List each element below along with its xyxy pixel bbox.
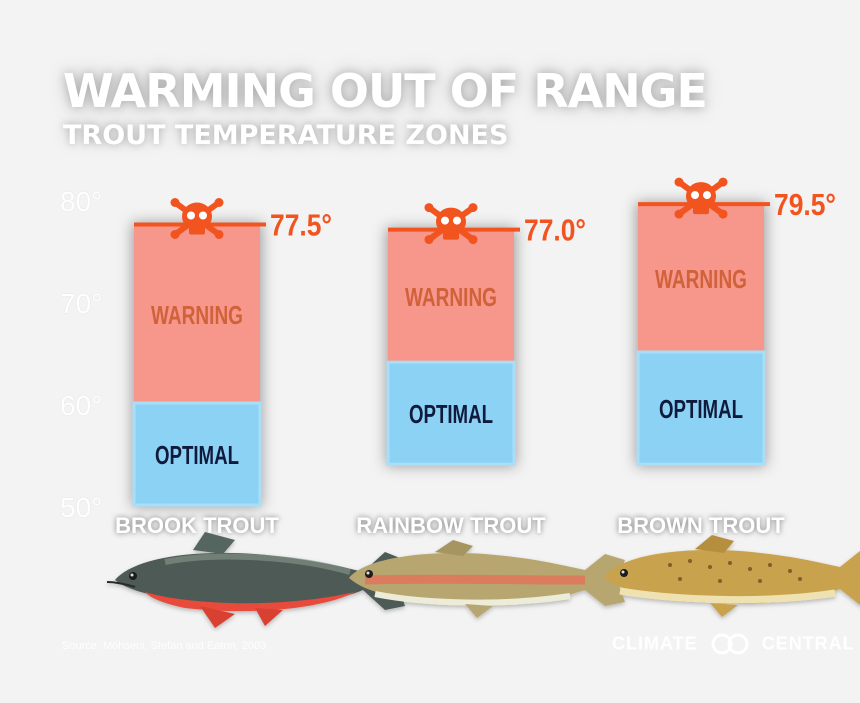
logo-word-left: CLIMATE (612, 633, 698, 654)
skull-jaw (189, 226, 205, 235)
y-tick-label: 50° (60, 492, 102, 523)
rainbow-trout-illustration (349, 540, 625, 618)
optimal-bar (636, 350, 766, 466)
bone-end (718, 209, 728, 219)
lethal-value-label: 77.5° (270, 208, 332, 243)
optimal-bar (132, 401, 262, 507)
bone-end (674, 209, 684, 219)
warning-label: WARNING (151, 300, 243, 330)
warning-bar (388, 229, 514, 363)
logo-word-right: CENTRAL (761, 633, 855, 654)
skull (182, 202, 212, 231)
warning-bar (638, 204, 764, 352)
bone-end (468, 203, 478, 213)
species-name: BROWN TROUT (617, 513, 785, 538)
brown-trout-illustration (604, 535, 860, 617)
species-name: BROOK TROUT (115, 513, 279, 538)
chart-title: WARMING OUT OF RANGE (63, 64, 708, 118)
trout-column: WARNING OPTIMAL 77.0° RAINBOW TROUT (356, 203, 586, 538)
bone-end (424, 203, 434, 213)
warning-label: WARNING (655, 264, 747, 294)
species-name: RAINBOW TROUT (356, 513, 546, 538)
skull-eye (453, 216, 461, 225)
skull-crossbones-icon (424, 203, 478, 245)
skull (436, 207, 466, 236)
brook-trout-illustration (106, 532, 405, 628)
skull-jaw (693, 206, 709, 215)
optimal-label: OPTIMAL (155, 440, 239, 470)
y-tick-label: 80° (60, 186, 102, 217)
bone-end (214, 230, 224, 239)
climate-central-mark-icon (711, 633, 749, 655)
skull (686, 182, 716, 211)
bone-end (424, 235, 434, 245)
skull-jaw (443, 231, 459, 240)
lethal-value-label: 79.5° (774, 187, 836, 222)
bone-end (170, 230, 180, 239)
chart-subtitle: TROUT TEMPERATURE ZONES (63, 120, 509, 151)
source-note: Source: Mohseni, Stefan and Eaton, 2003 (62, 640, 267, 652)
bone-end (468, 235, 478, 245)
trout-column: WARNING OPTIMAL 79.5° BROWN TROUT (617, 177, 836, 538)
y-tick-label: 60° (60, 390, 102, 421)
lethal-value-label: 77.0° (524, 213, 586, 248)
trout-column: WARNING OPTIMAL 77.5° BROOK TROUT (115, 198, 332, 538)
optimal-bar (386, 360, 516, 466)
skull-crossbones-icon (170, 198, 224, 239)
bone-end (170, 198, 180, 207)
skull-eye (187, 211, 195, 220)
skull-eye (703, 191, 711, 200)
skull-eye (199, 211, 207, 220)
optimal-label: OPTIMAL (409, 399, 493, 429)
y-tick-label: 70° (60, 288, 102, 319)
bone-end (674, 177, 684, 187)
bone-end (718, 177, 728, 187)
climate-central-logo: CLIMATE CENTRAL (612, 632, 855, 656)
skull-crossbones-icon (674, 177, 728, 219)
bone-end (214, 198, 224, 207)
optimal-label: OPTIMAL (659, 394, 743, 424)
skull-eye (441, 216, 449, 225)
warning-label: WARNING (405, 282, 497, 312)
skull-eye (691, 191, 699, 200)
warning-bar (134, 224, 260, 403)
